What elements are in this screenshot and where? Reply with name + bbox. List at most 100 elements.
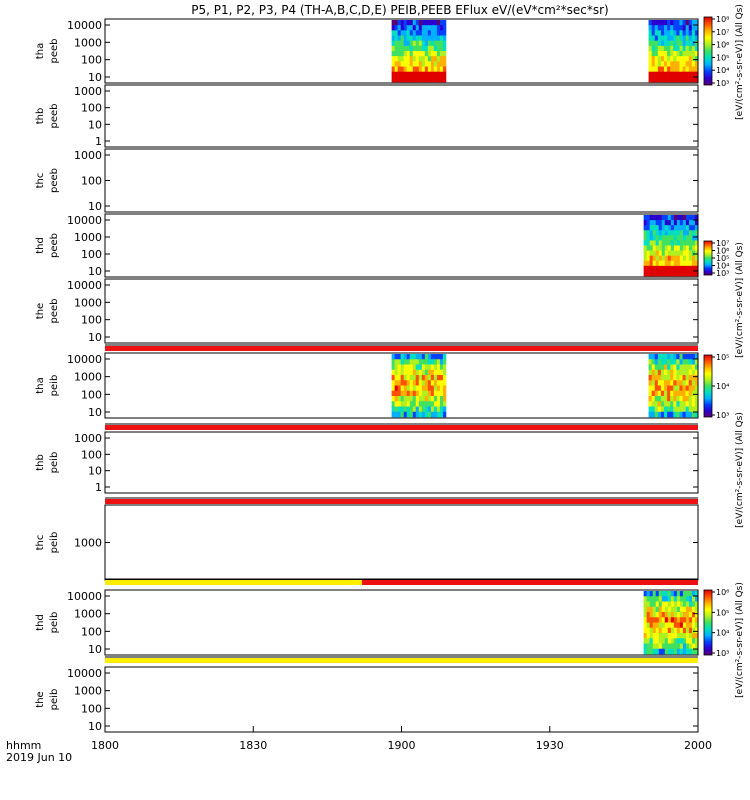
colorbar-thd-peib: 10³ 10⁴ 10⁵ 10⁶ xyxy=(703,588,729,658)
chart-title: P5, P1, P2, P3, P4 (TH-A,B,C,D,E) PEIB,P… xyxy=(191,3,608,17)
y-tick-label: 100 xyxy=(81,175,102,188)
colorbar-tick-label: 10⁷ xyxy=(716,28,729,37)
colorbar-title: [eV/(cm²-s-sr-eV)] (All Qs) xyxy=(735,4,745,120)
x-title-date: 2019 Jun 10 xyxy=(6,751,72,764)
colorbar-tick-label: 10⁵ xyxy=(716,353,729,362)
y-tick-label: 10 xyxy=(88,465,102,478)
status-bar-segment xyxy=(361,580,698,585)
panel-thb-peeb: 1 10 100 1000 thb peeb xyxy=(35,84,699,148)
y-tick-label: 100 xyxy=(81,625,102,638)
panel-label-probe: thd xyxy=(35,614,46,631)
panel-label-product: peib xyxy=(49,689,60,711)
panel-thc-peeb: 10 100 1000 thc peeb xyxy=(35,148,699,213)
panel-label-probe: thb xyxy=(35,454,46,471)
panel-label-probe: tha xyxy=(35,377,46,393)
colorbars-layer: 10³10⁴10⁵10⁶10⁷10⁸10³10⁴10⁵10⁶10⁷10³10⁴1… xyxy=(703,4,745,698)
y-tick-label: 100 xyxy=(81,248,102,261)
panel-tha-peib: 10 100 1000 10000 tha peib xyxy=(35,352,699,419)
colorbar-tick-label: 10⁸ xyxy=(716,15,729,24)
y-tick-label: 1000 xyxy=(74,149,102,162)
panel-label-product: peib xyxy=(49,532,60,554)
panel-frame xyxy=(104,18,699,84)
colorbar-scale xyxy=(703,240,713,276)
y-tick-label: 10000 xyxy=(67,353,102,366)
y-tick-label: 1000 xyxy=(74,432,102,445)
panel-label-product: peeb xyxy=(49,233,60,258)
y-tick-label: 1000 xyxy=(74,371,102,384)
y-tick-label: 1000 xyxy=(74,296,102,309)
panel-thd-peib: 10 100 1000 10000 thd peib xyxy=(35,589,699,656)
panel-label-probe: thb xyxy=(35,108,46,125)
x-tick-label: 1830 xyxy=(239,739,267,752)
y-tick-label: 1000 xyxy=(74,685,102,698)
panel-label-probe: tha xyxy=(35,43,46,59)
panel-label-probe: the xyxy=(35,303,46,319)
colorbar-tick-label: 10⁴ xyxy=(716,66,729,75)
status-bar-segment xyxy=(105,346,698,351)
colorbar-tha-peib: 10³ 10⁴ 10⁵ xyxy=(703,353,729,420)
y-tick-label: 10 xyxy=(88,71,102,84)
panel-frame xyxy=(104,431,699,494)
y-tick-label: 1 xyxy=(95,135,102,148)
y-tick-label: 10 xyxy=(88,200,102,213)
y-tick-label: 100 xyxy=(81,702,102,715)
colorbar-title: [eV/(cm²-s-sr-eV)] (All Qs) xyxy=(735,582,745,698)
y-tick-label: 1000 xyxy=(74,85,102,98)
colorbar-title: [eV/(cm²-s-sr-eV)] (All Qs) xyxy=(735,412,745,528)
y-tick-label: 10 xyxy=(88,118,102,131)
colorbar-tick-label: 10⁴ xyxy=(716,629,729,638)
y-tick-label: 10000 xyxy=(67,279,102,292)
colorbar-tick-label: 10⁴ xyxy=(716,262,729,271)
y-tick-label: 10 xyxy=(88,331,102,344)
x-tick-label: 2000 xyxy=(684,739,712,752)
panel-label-product: peeb xyxy=(49,168,60,193)
y-tick-label: 10000 xyxy=(67,19,102,32)
panel-frame xyxy=(104,278,699,344)
colorbar-tick-label: 10⁷ xyxy=(716,239,729,248)
colorbar-scale xyxy=(703,589,713,656)
status-bar-segment xyxy=(105,658,698,663)
y-tick-label: 10000 xyxy=(67,667,102,680)
status-bar xyxy=(105,344,698,351)
y-tick-label: 10 xyxy=(88,643,102,656)
colorbar-tick-label: 10⁶ xyxy=(716,588,729,597)
panel-label-probe: thd xyxy=(35,237,46,254)
panel-thc-peib: 1000 thc peib xyxy=(35,504,699,581)
panel-tha-peeb: 10 100 1000 10000 tha peeb xyxy=(35,18,699,84)
panel-label-product: peeb xyxy=(49,299,60,324)
x-tick-label: 1900 xyxy=(388,739,416,752)
colorbar-title: [eV/(cm²-s-sr-eV)] (All Qs) xyxy=(735,242,745,358)
spectrogram-block xyxy=(643,591,699,655)
y-tick-label: 10 xyxy=(88,406,102,419)
status-bar xyxy=(105,497,698,504)
status-bar xyxy=(105,656,698,663)
panel-label-product: peib xyxy=(49,375,60,397)
spectrogram-block xyxy=(391,354,447,418)
panel-thb-peib: 1 10 100 1000 thb peib xyxy=(35,431,699,494)
panel-label-product: peeb xyxy=(49,104,60,129)
panel-frame xyxy=(104,504,699,581)
x-tick-label: 1930 xyxy=(536,739,564,752)
status-bar-segment xyxy=(105,425,698,430)
colorbar-tick-label: 10⁵ xyxy=(716,53,729,62)
panel-frame xyxy=(104,148,699,213)
spectrogram-block xyxy=(391,20,447,83)
y-tick-label: 1000 xyxy=(74,537,102,550)
panel-frame xyxy=(104,666,699,733)
colorbar-tick-label: 10⁴ xyxy=(716,382,729,391)
y-tick-label: 10000 xyxy=(67,214,102,227)
y-tick-label: 100 xyxy=(81,448,102,461)
colorbar-tick-label: 10³ xyxy=(716,269,729,278)
panel-label-product: peeb xyxy=(49,39,60,64)
y-tick-label: 10 xyxy=(88,720,102,733)
y-tick-label: 1000 xyxy=(74,608,102,621)
colorbar-tick-label: 10⁵ xyxy=(716,608,729,617)
panel-label-product: peib xyxy=(49,452,60,474)
colorbar-scale xyxy=(703,16,713,86)
x-tick-label: 1800 xyxy=(91,739,119,752)
